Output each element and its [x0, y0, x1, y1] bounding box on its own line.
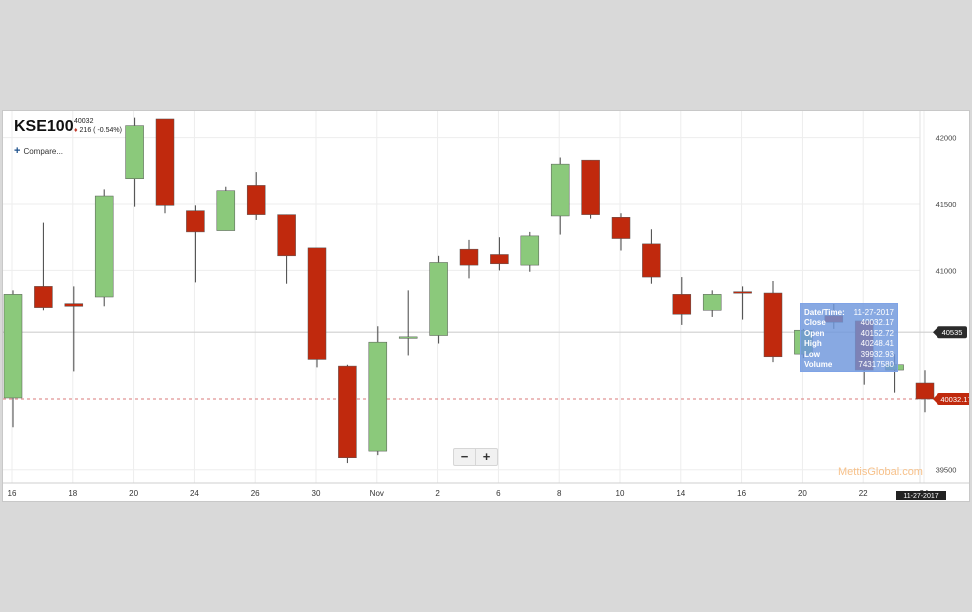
- reference-label: 40535: [942, 328, 963, 337]
- candle-body: [368, 341, 388, 452]
- x-tick-label: 24: [190, 489, 199, 498]
- tooltip-value: 40152.72: [860, 328, 894, 338]
- tooltip-key: Low: [804, 349, 820, 359]
- zoom-control: − +: [453, 448, 498, 466]
- watermark: MettisGlobal.com: [838, 466, 923, 478]
- last-price: 40032: [74, 118, 94, 125]
- candle-body: [34, 286, 53, 308]
- zoom-out-button[interactable]: −: [460, 449, 469, 464]
- candle-body: [733, 291, 752, 294]
- candle-body: [186, 210, 205, 233]
- data-tooltip: Date/Time: 11-27-2017 Close 40032.17 Open 401…: [800, 303, 898, 372]
- zoom-in-button[interactable]: +: [475, 449, 497, 465]
- crosshair-date-label: 11-27-2017: [903, 493, 938, 500]
- x-tick-label: 30: [312, 489, 321, 498]
- tooltip-row: Volume 74317580: [804, 360, 894, 370]
- tooltip-key: Date/Time:: [804, 308, 845, 317]
- reference-tag-arrow: [933, 327, 938, 338]
- last-price-label: 40032.17: [940, 395, 969, 404]
- compare-button[interactable]: + Compare...: [14, 145, 63, 157]
- tooltip-key: High: [804, 339, 822, 349]
- tooltip-value: 11-27-2017: [853, 308, 894, 317]
- tooltip-row: High 40248.41: [804, 339, 894, 349]
- candle-body: [155, 118, 175, 206]
- candle-body: [3, 294, 23, 399]
- candle-body: [520, 235, 540, 266]
- tooltip-key: Open: [804, 328, 825, 338]
- tooltip-key: Close: [804, 318, 826, 328]
- candle-body: [550, 163, 570, 217]
- tooltip-row: Close 40032.17: [804, 318, 894, 328]
- x-tick-label: 16: [737, 489, 746, 498]
- ticker-symbol: KSE100: [14, 118, 74, 135]
- plus-icon: +: [14, 145, 21, 157]
- x-tick-label: 16: [8, 489, 17, 498]
- candle-body: [915, 382, 935, 400]
- compare-label: Compare...: [23, 147, 64, 156]
- tooltip-row: Date/Time: 11-27-2017: [804, 308, 894, 318]
- candle-body: [94, 195, 114, 298]
- candle-body: [611, 217, 631, 239]
- change-line: ♦ 216 ( -0.54%): [74, 126, 122, 135]
- tooltip-row: Low 39932.93: [804, 350, 894, 360]
- x-tick-label: 20: [798, 489, 807, 498]
- tooltip-value: 40248.41: [860, 339, 894, 349]
- tooltip-row: Open 40152.72: [804, 329, 894, 339]
- x-tick-label: 26: [251, 489, 260, 498]
- candle-body: [490, 254, 509, 265]
- change-percent: ( -0.54%): [93, 127, 122, 134]
- candle-body: [429, 262, 448, 336]
- x-tick-label: 8: [557, 489, 562, 498]
- y-tick-label: 42000: [936, 134, 957, 143]
- x-tick-label: 6: [496, 489, 501, 498]
- candle-body: [125, 125, 144, 180]
- reference-tag: [937, 326, 967, 339]
- x-tick-label: 10: [616, 489, 625, 498]
- candle-body: [216, 190, 236, 231]
- tooltip-value: 74317580: [858, 360, 894, 370]
- candle-body: [763, 292, 783, 358]
- tooltip-key: Volume: [804, 360, 833, 370]
- y-tick-label: 39500: [936, 466, 957, 475]
- candle-body: [64, 303, 84, 307]
- last-price-tag: [937, 393, 969, 406]
- candle-body: [702, 294, 722, 311]
- candle-body: [459, 248, 479, 266]
- candle-body: [672, 294, 692, 315]
- last-price-tag-arrow: [933, 394, 938, 405]
- x-tick-label: 14: [676, 489, 685, 498]
- tooltip-value: 40032.17: [860, 318, 894, 328]
- x-tick-label: 20: [129, 489, 138, 498]
- tooltip-value: 39932.93: [860, 349, 894, 359]
- candle-body: [277, 214, 296, 257]
- quote-box: 40032 ♦ 216 ( -0.54%): [74, 117, 122, 135]
- x-tick-label: 22: [859, 489, 868, 498]
- change-value: 216: [79, 127, 92, 134]
- x-tick-label: Nov: [370, 489, 384, 498]
- candle-body: [338, 365, 357, 459]
- y-tick-label: 41500: [936, 200, 957, 209]
- candle-body: [246, 185, 266, 215]
- candle-body: [581, 159, 600, 215]
- down-arrow-icon: ♦: [74, 127, 78, 134]
- crosshair-date-tag: [896, 491, 946, 500]
- x-tick-label: 2: [435, 489, 440, 498]
- candle-body: [642, 243, 661, 278]
- candle-body: [398, 336, 418, 339]
- x-tick-label: 18: [68, 489, 77, 498]
- candle-body: [307, 247, 327, 360]
- y-tick-label: 41000: [936, 266, 957, 275]
